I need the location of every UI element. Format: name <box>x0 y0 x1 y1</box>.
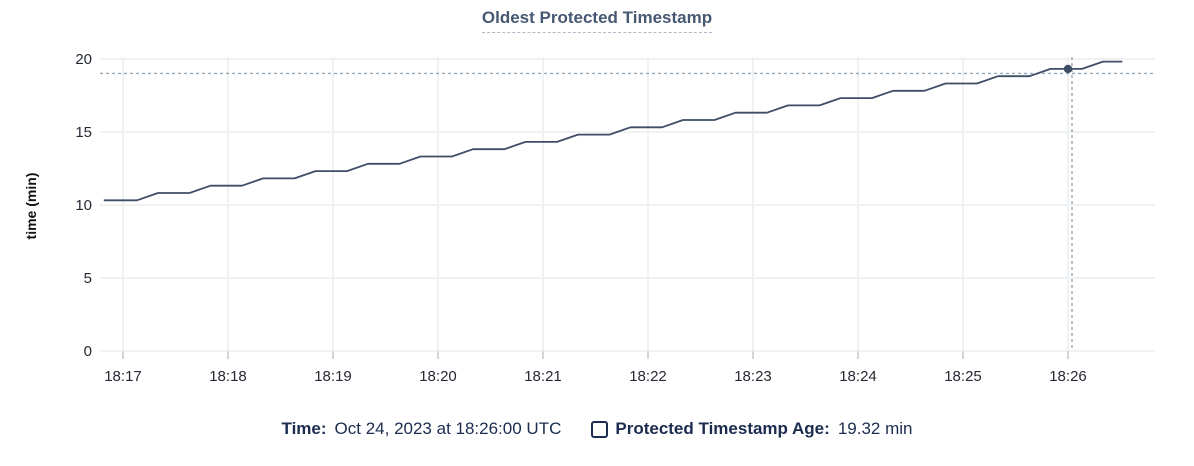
y-tick-label: 10 <box>75 197 92 214</box>
y-tick-label: 20 <box>75 51 92 68</box>
y-axis-title: time (min) <box>23 173 39 240</box>
legend-series-value: 19.32 min <box>837 419 913 438</box>
legend-series-label: Protected Timestamp Age: <box>615 419 830 438</box>
y-tick-label: 5 <box>84 270 92 287</box>
x-tick-label: 18:20 <box>419 368 457 385</box>
legend-time-label: Time: <box>281 419 327 438</box>
chart-title-row: Oldest Protected Timestamp <box>0 8 1194 33</box>
chart-title[interactable]: Oldest Protected Timestamp <box>481 8 713 33</box>
x-tick-label: 18:23 <box>734 368 772 385</box>
legend-series-item: Protected Timestamp Age: 19.32 min <box>591 419 912 439</box>
series-line-protected-timestamp-age <box>103 60 1123 202</box>
y-tick-label: 15 <box>75 124 92 141</box>
y-tick-label: 0 <box>84 343 92 360</box>
x-tick-label: 18:26 <box>1049 368 1087 385</box>
x-tick-label: 18:24 <box>839 368 877 385</box>
x-tick-label: 18:22 <box>629 368 667 385</box>
series-toggle-checkbox[interactable] <box>591 420 609 438</box>
x-tick-label: 18:18 <box>209 368 247 385</box>
chart-legend: Time: Oct 24, 2023 at 18:26:00 UTC Prote… <box>0 419 1194 439</box>
legend-time-value: Oct 24, 2023 at 18:26:00 UTC <box>334 419 562 438</box>
hover-data-point <box>1063 64 1073 74</box>
x-tick-label: 18:25 <box>944 368 982 385</box>
timeseries-chart[interactable]: 0 5 10 15 20 18:17 18:18 18:19 18:20 18:21 18:22 18… <box>0 0 1194 400</box>
x-tick-label: 18:17 <box>104 368 142 385</box>
legend-time-item: Time: Oct 24, 2023 at 18:26:00 UTC <box>282 419 562 439</box>
x-tick-label: 18:21 <box>524 368 562 385</box>
x-tick-label: 18:19 <box>314 368 352 385</box>
